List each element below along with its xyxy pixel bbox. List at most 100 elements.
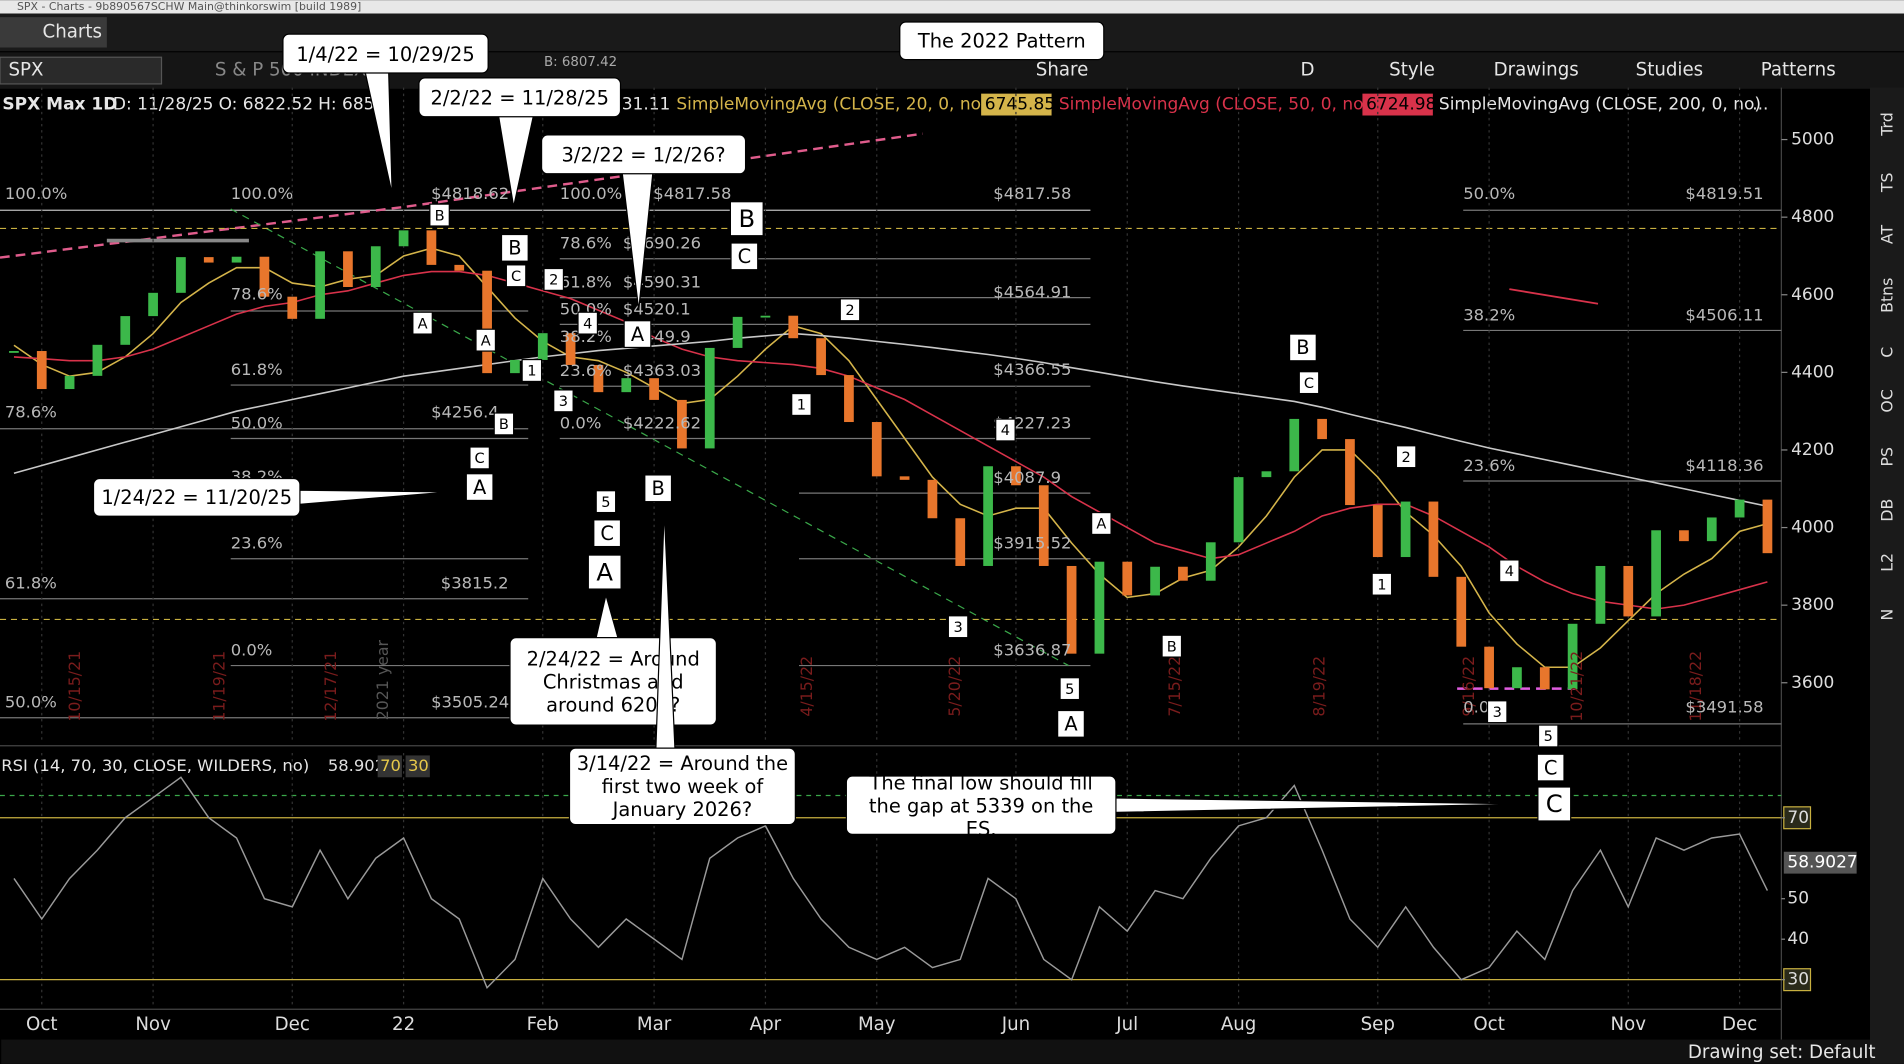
side-tab[interactable]: AT — [1878, 225, 1897, 245]
symbol-box[interactable] — [0, 56, 163, 85]
x-tick-label: Jul — [1115, 1014, 1138, 1035]
candle — [899, 476, 910, 480]
candle — [176, 257, 186, 293]
header-date: D: 11/28/25 — [113, 95, 214, 115]
wave-label: 3 — [1493, 704, 1502, 721]
level-header: 70 — [380, 756, 401, 775]
callout-text: The final low should fill the gap at 533… — [868, 776, 1094, 835]
fib-label: $3815.2 — [441, 574, 509, 593]
x-tick-label: Dec — [275, 1014, 310, 1035]
fib-label: 23.6% — [1463, 456, 1515, 475]
fib-label: 50.0% — [560, 299, 612, 318]
callout-box — [540, 134, 747, 175]
candle — [565, 333, 576, 365]
fib-label: $4818.62 — [431, 184, 509, 203]
fib-label: 61.8% — [5, 574, 57, 593]
wave-label: A — [631, 323, 645, 346]
wave-box — [729, 201, 764, 237]
y-tick-label: 70 — [1787, 808, 1809, 828]
sma200-label: SimpleMovingAvg (CLOSE, 200, 0, no) — [1439, 95, 1761, 115]
drawing-set[interactable]: Drawing set: Default — [1688, 1042, 1876, 1063]
style-button[interactable]: Style — [1389, 60, 1435, 81]
candle — [1512, 667, 1522, 689]
candle — [1595, 565, 1606, 624]
wave-label: 4 — [1001, 422, 1010, 439]
wave-label: C — [738, 245, 752, 268]
callout: The final low should fill the gap at 533… — [868, 776, 1094, 835]
window-title: SPX - Charts - 9b890567SCHW Main@thinkor… — [17, 0, 361, 13]
callout-box — [845, 775, 1117, 835]
side-tab[interactable]: C — [1878, 347, 1897, 358]
y-tick-label: 4400 — [1791, 362, 1834, 382]
candle — [1289, 418, 1300, 472]
x-tick-label: Oct — [26, 1014, 57, 1035]
callout-text: 1/4/22 = 10/29/25 — [296, 42, 475, 66]
fib-label: 0.0% — [560, 413, 602, 432]
callout-box — [282, 33, 489, 74]
x-tick-label: Apr — [750, 1014, 782, 1035]
wave-box — [1537, 724, 1559, 748]
drawings-button[interactable]: Drawings — [1494, 60, 1579, 81]
bid: B: 6807.42 — [544, 55, 617, 70]
fib-label: $3636.87 — [993, 641, 1071, 660]
side-tab[interactable]: N — [1878, 609, 1897, 621]
wave-box — [995, 418, 1016, 442]
wave-box — [791, 392, 812, 417]
side-tab[interactable]: OC — [1878, 389, 1897, 412]
callout-text: The 2022 Pattern — [917, 29, 1086, 53]
candle — [1539, 667, 1550, 690]
fib-label: $4506.11 — [1685, 305, 1763, 324]
date-label: 11/19/21 — [209, 651, 228, 722]
wave-label: C — [1546, 789, 1563, 818]
studies-button[interactable]: Studies — [1636, 60, 1704, 81]
side-tab[interactable]: Btns — [1878, 278, 1897, 313]
window-titlebar — [0, 0, 1904, 14]
candle — [1150, 566, 1160, 596]
period-button[interactable]: D — [1301, 60, 1315, 81]
wave-box — [521, 358, 543, 383]
candle — [64, 375, 75, 390]
candle — [9, 351, 19, 353]
y-tick-label: 50 — [1787, 889, 1809, 909]
candle — [649, 378, 659, 400]
share-button[interactable]: Share — [1036, 60, 1089, 81]
wave-box — [465, 473, 494, 502]
fib-label: $4222.62 — [623, 413, 701, 432]
charts-tab[interactable] — [0, 17, 107, 48]
side-tab[interactable]: L2 — [1878, 553, 1897, 572]
symbol[interactable]: SPX — [9, 60, 44, 81]
sma-line — [13, 247, 1768, 669]
candle — [593, 364, 604, 393]
side-tab[interactable]: Trd — [1878, 112, 1897, 137]
x-tick-label: Nov — [1611, 1014, 1647, 1035]
trend-line — [230, 208, 1069, 667]
wave-box — [1298, 371, 1320, 395]
candle — [1400, 501, 1411, 558]
wave-label: A — [481, 332, 491, 349]
fib-label: $3505.24 — [431, 693, 509, 712]
wave-box — [730, 242, 759, 271]
side-tab[interactable]: DB — [1878, 499, 1897, 522]
side-tab[interactable]: TS — [1878, 172, 1897, 193]
candle — [148, 292, 158, 317]
fib-label: 0.0% — [231, 641, 273, 660]
charts-tab-label[interactable]: Charts — [43, 21, 103, 42]
sma-line — [13, 332, 1768, 508]
y-tick-label: 3600 — [1791, 673, 1834, 693]
candle — [482, 270, 492, 374]
candle — [1623, 565, 1634, 617]
candle — [287, 296, 298, 319]
patterns-button[interactable]: Patterns — [1761, 60, 1836, 81]
candle — [1428, 501, 1439, 577]
current-label: 58.9027 — [1787, 853, 1857, 873]
wave-label: B — [499, 416, 509, 433]
header-close: 31.11 — [622, 95, 671, 115]
fib-label: 61.8% — [231, 360, 283, 379]
wave-box — [505, 264, 527, 288]
side-tab[interactable]: PS — [1878, 447, 1897, 467]
wave-box — [469, 446, 490, 470]
candle — [259, 256, 270, 297]
fib-label: 50.0% — [5, 693, 57, 712]
callout: 2/2/22 = 11/28/25 — [431, 86, 609, 109]
